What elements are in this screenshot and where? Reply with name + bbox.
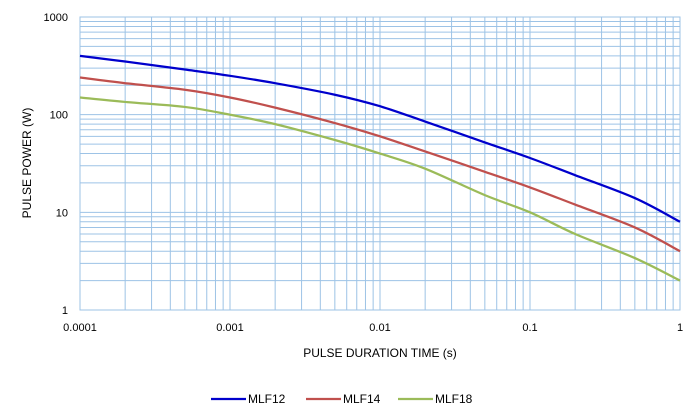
x-tick-label: 0.0001 [63,322,97,334]
x-tick-label: 0.1 [522,322,537,334]
y-tick-label: 100 [50,110,68,122]
x-tick-label: 0.001 [216,322,244,334]
x-tick-label: 1 [677,322,683,334]
legend-label-mlf14: MLF14 [343,392,381,406]
x-axis-tick-labels: 0.0001 0.001 0.01 0.1 1 [63,322,683,334]
legend-label-mlf12: MLF12 [248,392,286,406]
x-tick-label: 0.01 [369,322,390,334]
grid-lines [80,17,680,310]
y-tick-label: 1 [62,305,68,317]
legend: MLF12 MLF14 MLF18 [211,392,473,406]
y-axis-tick-labels: 1 10 100 1000 [44,12,68,317]
y-axis-title: PULSE POWER (W) [20,108,34,219]
x-axis-title: PULSE DURATION TIME (s) [303,346,457,360]
legend-label-mlf18: MLF18 [435,392,473,406]
y-tick-label: 1000 [44,12,68,24]
y-tick-label: 10 [56,207,68,219]
